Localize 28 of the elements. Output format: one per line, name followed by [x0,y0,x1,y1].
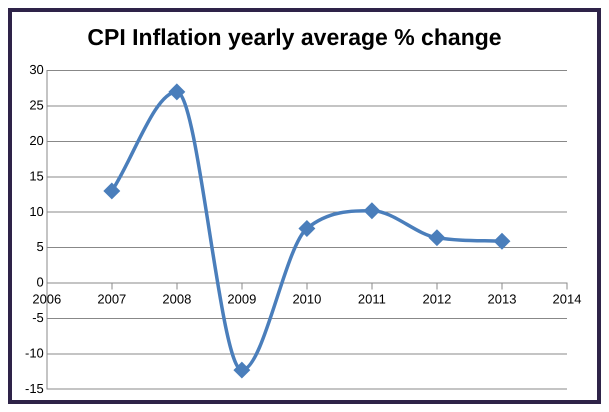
x-tick-label: 2008 [162,291,192,306]
y-tick-label: 15 [29,168,44,184]
y-tick-label: 5 [36,239,44,254]
point [364,203,380,219]
y-tick-label: -5 [32,310,44,325]
x-tick-label: 2009 [227,291,256,306]
y-tick-label: -10 [24,345,44,360]
y-tick-label: 0 [36,274,44,290]
x-tick-label: 2006 [32,291,62,306]
x-tick-label: 2012 [422,291,452,306]
point [299,220,315,236]
x-tick-label: 2010 [292,291,322,306]
chart-title: CPI Inflation yearly average % change [87,24,502,50]
y-tick-label: 20 [29,132,44,148]
x-tick-label: 2007 [97,291,126,306]
point [429,230,445,246]
y-tick-label: 10 [29,204,44,219]
page-frame: CPI Inflation yearly average % change 2006 2007 2008 2009 2010 2011 2012 2013 2014 -15 -10 -5 0 5 10 15 20 25 30 [8,8,601,404]
y-tick-label: 30 [29,62,44,78]
x-tick-label: 2013 [488,291,516,306]
point [234,362,250,378]
point [169,84,185,100]
y-tick-label: 25 [29,98,44,113]
point [104,183,120,199]
y-tick-label: -15 [24,380,44,396]
x-tick-label: 2011 [358,291,386,306]
x-tick-label: 2014 [552,291,582,306]
point [494,233,510,249]
